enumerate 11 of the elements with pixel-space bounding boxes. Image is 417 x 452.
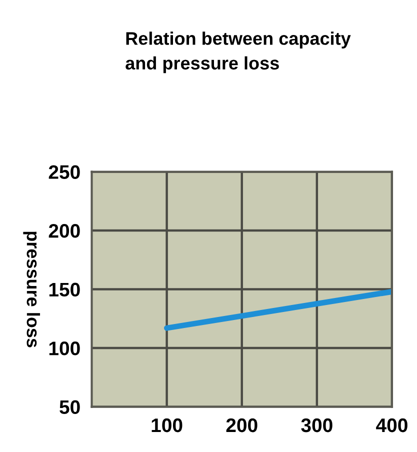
y-tick-label: 50 [60, 400, 80, 414]
y-tick-label: 250 [48, 165, 80, 179]
x-tick-label: 200 [226, 418, 258, 432]
y-tick-label: 200 [48, 224, 80, 238]
x-tick-label: 100 [152, 418, 182, 432]
y-tick-label: 150 [49, 282, 80, 297]
chart-title: Relation between capacity and pressure loss [126, 32, 351, 74]
y-tick-label: 100 [49, 342, 80, 356]
x-tick-label: 300 [301, 418, 332, 432]
y-axis-title: pressure loss [23, 232, 40, 348]
x-tick-label: 400 [376, 418, 408, 432]
